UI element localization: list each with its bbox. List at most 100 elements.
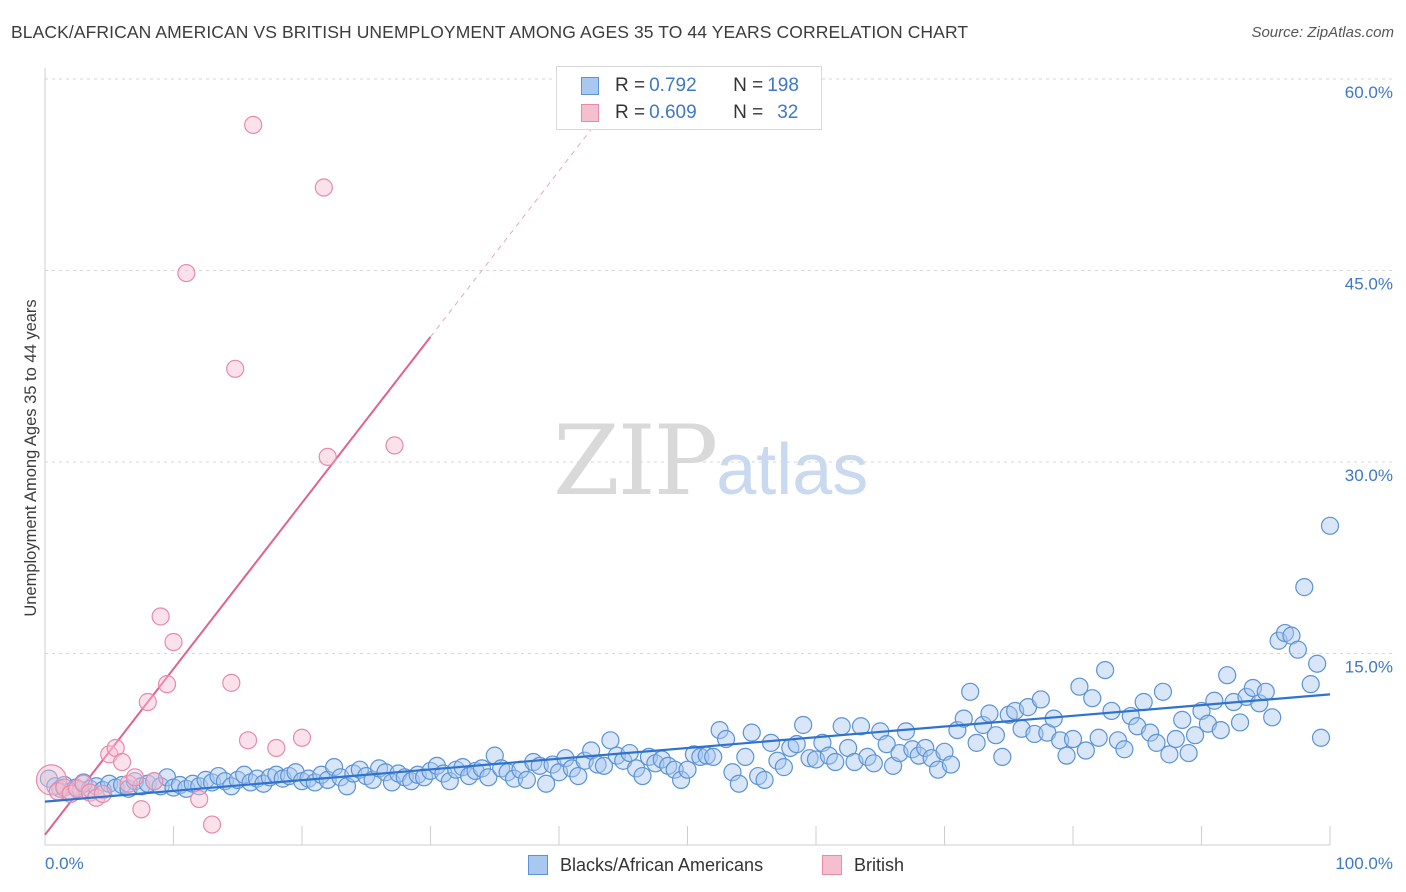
watermark-zip: ZIP [553, 405, 718, 517]
blacks-swatch [581, 77, 599, 95]
blacks-point [723, 763, 742, 782]
blacks-point [1153, 682, 1173, 701]
legend-item-blacks[interactable]: Blacks/African Americans [528, 852, 763, 878]
british-point [151, 607, 170, 626]
british-legend-swatch [822, 855, 842, 875]
r-value: 0.609 [649, 102, 697, 123]
r-label: R = [615, 75, 646, 96]
legend-label-blacks: Blacks/African Americans [560, 854, 764, 875]
blacks-point [1166, 729, 1185, 749]
stats-row-blacks: R = 0.792 N = 198 [581, 73, 799, 99]
blacks-point [1076, 741, 1095, 760]
british-trend-extension [430, 120, 598, 338]
british-point [157, 675, 177, 694]
british-point [222, 673, 241, 692]
axis-layer [44, 68, 1331, 846]
british-point [112, 752, 132, 772]
blacks-point [916, 738, 935, 758]
blacks-point [1083, 689, 1102, 708]
blacks-point [569, 766, 588, 786]
blacks-point [1218, 666, 1237, 685]
blacks-point [1096, 660, 1115, 680]
r-label: R = [615, 102, 646, 123]
blacks-point [1173, 710, 1192, 729]
blacks-point [1070, 677, 1089, 696]
blacks-trend-line [44, 693, 1331, 803]
british-point [177, 263, 196, 283]
british-point [202, 815, 222, 834]
british-point [190, 789, 209, 809]
british-point [318, 447, 337, 466]
blacks-point [1320, 516, 1340, 535]
legend-label-british: British [854, 854, 905, 875]
blacks-point [517, 770, 536, 789]
blacks-point [761, 733, 781, 752]
n-value: 198 [767, 75, 799, 96]
y-axis-title: Unemployment Among Ages 35 to 44 years [22, 299, 40, 616]
x-tick-label-max: 100.0% [1335, 854, 1393, 873]
blacks-point [710, 720, 729, 740]
watermark: ZIPatlas [553, 405, 868, 517]
blacks-point [755, 770, 774, 789]
british-point [385, 436, 404, 455]
n-label: N = [733, 75, 764, 96]
british-point [132, 800, 151, 819]
blacks-point [1256, 682, 1275, 701]
blacks-point [1147, 733, 1166, 752]
blacks-point [1160, 745, 1179, 764]
blacks-point [1089, 728, 1108, 747]
blacks-point [877, 735, 896, 754]
british-trend-layer [44, 120, 598, 836]
blacks-point [774, 758, 793, 777]
blacks-point [986, 726, 1006, 745]
blacks-point [736, 747, 755, 767]
blacks-point [800, 749, 819, 768]
blacks-point [1115, 740, 1134, 759]
british-point [267, 738, 286, 758]
watermark-atlas: atlas [716, 430, 869, 510]
blacks-points-layer [39, 516, 1340, 801]
blacks-point [1211, 720, 1230, 740]
chart-title: BLACK/AFRICAN AMERICAN VS BRITISH UNEMPL… [11, 22, 969, 42]
blacks-point [896, 722, 916, 741]
blacks-point [961, 682, 980, 701]
blacks-point [1230, 713, 1250, 732]
british-point [244, 115, 263, 135]
blacks-point [633, 766, 652, 786]
blacks-point [1308, 654, 1327, 673]
source-credit: Source: ZipAtlas.com [1251, 24, 1394, 41]
blacks-legend-swatch [528, 855, 548, 875]
blacks-point [826, 752, 845, 772]
blacks-point [794, 715, 813, 735]
x-tick-label-min: 0.0% [45, 854, 84, 873]
blacks-point [1063, 729, 1083, 749]
blacks-point [729, 774, 749, 793]
blacks-point [1288, 640, 1307, 659]
blacks-point [941, 755, 961, 774]
blacks-point [1263, 708, 1282, 727]
british-point [292, 728, 312, 747]
y-tick-label: 15.0% [1345, 658, 1393, 677]
british-point [314, 178, 333, 197]
r-value: 0.792 [649, 75, 697, 96]
y-tick-label: 45.0% [1345, 275, 1393, 294]
blacks-point [665, 760, 684, 779]
legend-item-british[interactable]: British [822, 852, 904, 878]
blacks-point [1108, 731, 1128, 750]
blacks-point [1301, 675, 1320, 694]
british-point [226, 359, 245, 378]
y-tick-label: 60.0% [1345, 83, 1393, 102]
blacks-point [993, 747, 1012, 767]
blacks-point [704, 747, 723, 767]
blacks-point [479, 768, 498, 787]
blacks-point [537, 774, 556, 793]
british-point [138, 692, 157, 712]
blacks-trend-layer [44, 693, 1331, 803]
grid-layer [45, 78, 1392, 654]
blacks-point [1057, 746, 1076, 765]
blacks-point [967, 733, 986, 752]
blacks-point [1031, 690, 1050, 709]
blacks-point [742, 723, 761, 742]
blacks-point [980, 704, 999, 723]
